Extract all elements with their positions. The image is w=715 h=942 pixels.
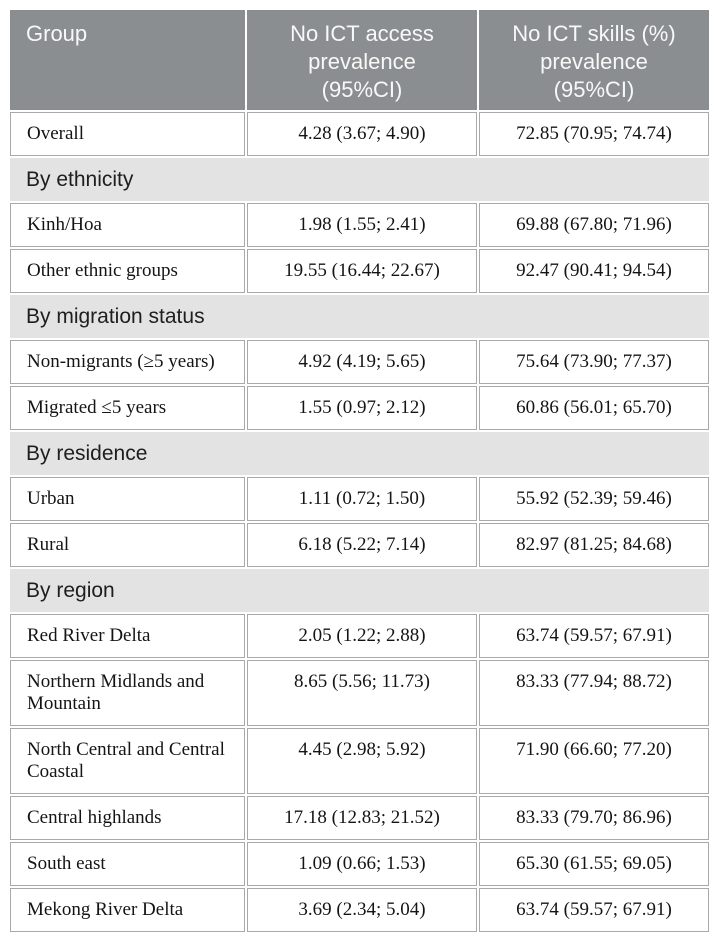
group-cell: Red River Delta xyxy=(10,614,245,658)
table-row-central-highlands: Central highlands 17.18 (12.83; 21.52) 8… xyxy=(10,796,709,840)
skills-cell: 65.30 (61.55; 69.05) xyxy=(479,842,709,886)
section-header: By residence xyxy=(10,432,709,475)
access-cell: 2.05 (1.22; 2.88) xyxy=(247,614,477,658)
access-cell: 8.65 (5.56; 11.73) xyxy=(247,660,477,726)
access-cell: 1.09 (0.66; 1.53) xyxy=(247,842,477,886)
skills-cell: 82.97 (81.25; 84.68) xyxy=(479,523,709,567)
section-header: By region xyxy=(10,569,709,612)
skills-cell: 75.64 (73.90; 77.37) xyxy=(479,340,709,384)
access-cell: 4.92 (4.19; 5.65) xyxy=(247,340,477,384)
skills-cell: 69.88 (67.80; 71.96) xyxy=(479,203,709,247)
skills-cell: 55.92 (52.39; 59.46) xyxy=(479,477,709,521)
column-header-skills: No ICT skills (%) prevalence (95%CI) xyxy=(479,10,709,110)
group-cell: Overall xyxy=(10,112,245,156)
access-cell: 3.69 (2.34; 5.04) xyxy=(247,888,477,932)
skills-cell: 72.85 (70.95; 74.74) xyxy=(479,112,709,156)
table-row-rural: Rural 6.18 (5.22; 7.14) 82.97 (81.25; 84… xyxy=(10,523,709,567)
group-cell: North Central and Central Coastal xyxy=(10,728,245,794)
table-row-northern-midlands: Northern Midlands and Mountain 8.65 (5.5… xyxy=(10,660,709,726)
group-cell: Rural xyxy=(10,523,245,567)
section-row-ethnicity: By ethnicity xyxy=(10,158,709,201)
table-row-migrated: Migrated ≤5 years 1.55 (0.97; 2.12) 60.8… xyxy=(10,386,709,430)
skills-cell: 63.74 (59.57; 67.91) xyxy=(479,614,709,658)
skills-cell: 63.74 (59.57; 67.91) xyxy=(479,888,709,932)
column-header-access: No ICT access prevalence (95%CI) xyxy=(247,10,477,110)
access-cell: 1.55 (0.97; 2.12) xyxy=(247,386,477,430)
section-row-residence: By residence xyxy=(10,432,709,475)
group-cell: Kinh/Hoa xyxy=(10,203,245,247)
table-row-mekong-river-delta: Mekong River Delta 3.69 (2.34; 5.04) 63.… xyxy=(10,888,709,932)
table-row-overall: Overall 4.28 (3.67; 4.90) 72.85 (70.95; … xyxy=(10,112,709,156)
section-header: By ethnicity xyxy=(10,158,709,201)
access-cell: 4.28 (3.67; 4.90) xyxy=(247,112,477,156)
skills-cell: 60.86 (56.01; 65.70) xyxy=(479,386,709,430)
skills-cell: 71.90 (66.60; 77.20) xyxy=(479,728,709,794)
section-row-migration: By migration status xyxy=(10,295,709,338)
table-row-urban: Urban 1.11 (0.72; 1.50) 55.92 (52.39; 59… xyxy=(10,477,709,521)
group-cell: Central highlands xyxy=(10,796,245,840)
access-cell: 1.11 (0.72; 1.50) xyxy=(247,477,477,521)
table-row-north-central: North Central and Central Coastal 4.45 (… xyxy=(10,728,709,794)
access-cell: 1.98 (1.55; 2.41) xyxy=(247,203,477,247)
access-cell: 17.18 (12.83; 21.52) xyxy=(247,796,477,840)
group-cell: Northern Midlands and Mountain xyxy=(10,660,245,726)
table-row-non-migrants: Non-migrants (≥5 years) 4.92 (4.19; 5.65… xyxy=(10,340,709,384)
group-cell: Migrated ≤5 years xyxy=(10,386,245,430)
section-row-region: By region xyxy=(10,569,709,612)
group-cell: Other ethnic groups xyxy=(10,249,245,293)
access-cell: 19.55 (16.44; 22.67) xyxy=(247,249,477,293)
prevalence-table: Group No ICT access prevalence (95%CI) N… xyxy=(8,8,711,934)
column-header-group: Group xyxy=(10,10,245,110)
table-row-kinh-hoa: Kinh/Hoa 1.98 (1.55; 2.41) 69.88 (67.80;… xyxy=(10,203,709,247)
group-cell: Non-migrants (≥5 years) xyxy=(10,340,245,384)
table-row-red-river-delta: Red River Delta 2.05 (1.22; 2.88) 63.74 … xyxy=(10,614,709,658)
table-header-row: Group No ICT access prevalence (95%CI) N… xyxy=(10,10,709,110)
skills-cell: 92.47 (90.41; 94.54) xyxy=(479,249,709,293)
section-header: By migration status xyxy=(10,295,709,338)
group-cell: South east xyxy=(10,842,245,886)
group-cell: Mekong River Delta xyxy=(10,888,245,932)
access-cell: 6.18 (5.22; 7.14) xyxy=(247,523,477,567)
skills-cell: 83.33 (77.94; 88.72) xyxy=(479,660,709,726)
access-cell: 4.45 (2.98; 5.92) xyxy=(247,728,477,794)
group-cell: Urban xyxy=(10,477,245,521)
skills-cell: 83.33 (79.70; 86.96) xyxy=(479,796,709,840)
table-row-south-east: South east 1.09 (0.66; 1.53) 65.30 (61.5… xyxy=(10,842,709,886)
table-row-other-ethnic: Other ethnic groups 19.55 (16.44; 22.67)… xyxy=(10,249,709,293)
